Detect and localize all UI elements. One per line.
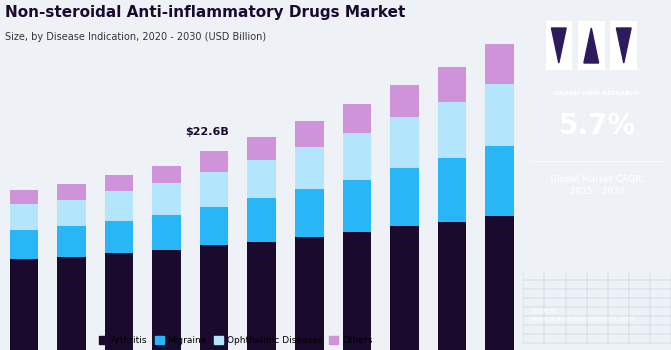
Bar [57, 199, 86, 226]
Bar [248, 198, 276, 242]
Bar [295, 237, 323, 350]
Bar [248, 136, 276, 160]
Bar [9, 230, 38, 259]
Bar [390, 226, 419, 350]
Bar [57, 184, 86, 200]
Bar [105, 253, 134, 350]
Bar [343, 180, 371, 232]
Bar [437, 158, 466, 222]
Bar [152, 215, 180, 250]
Bar [343, 104, 371, 133]
Bar [9, 259, 38, 350]
Bar [200, 245, 228, 350]
Text: Source:
www.grandviewresearch.com: Source: www.grandviewresearch.com [531, 308, 634, 322]
Polygon shape [617, 28, 631, 63]
Bar [295, 189, 323, 237]
Bar [437, 66, 466, 102]
Bar [200, 172, 228, 206]
Bar [485, 84, 514, 146]
Bar [9, 204, 38, 230]
FancyBboxPatch shape [546, 21, 572, 70]
Bar [437, 222, 466, 350]
Bar [152, 166, 180, 183]
Bar [248, 160, 276, 198]
Bar [105, 191, 134, 220]
Bar [105, 220, 134, 253]
Polygon shape [584, 28, 599, 63]
Bar [343, 133, 371, 180]
Bar [200, 206, 228, 245]
Bar [152, 250, 180, 350]
Bar [390, 85, 419, 117]
Bar [57, 257, 86, 350]
Text: $22.6B: $22.6B [186, 127, 229, 137]
Bar [390, 168, 419, 226]
Bar [295, 147, 323, 189]
Text: GRAND VIEW RESEARCH: GRAND VIEW RESEARCH [554, 91, 640, 96]
Bar [57, 226, 86, 257]
Text: Global Market CAGR,
2025 - 2030: Global Market CAGR, 2025 - 2030 [550, 175, 644, 196]
Bar [248, 241, 276, 350]
Bar [485, 44, 514, 84]
Text: Non-steroidal Anti-inflammatory Drugs Market: Non-steroidal Anti-inflammatory Drugs Ma… [5, 5, 405, 20]
Bar [485, 146, 514, 216]
Bar [9, 190, 38, 204]
Bar [485, 216, 514, 350]
Legend: Arthritis, Migraine, Ophthalmic Diseases, Others: Arthritis, Migraine, Ophthalmic Diseases… [95, 332, 376, 349]
Polygon shape [552, 28, 566, 63]
Bar [295, 121, 323, 147]
Bar [152, 183, 180, 215]
Text: Size, by Disease Indication, 2020 - 2030 (USD Billion): Size, by Disease Indication, 2020 - 2030… [5, 32, 266, 42]
Bar [437, 102, 466, 158]
FancyBboxPatch shape [578, 21, 605, 70]
Bar [390, 117, 419, 168]
Bar [105, 175, 134, 191]
Text: 5.7%: 5.7% [558, 112, 636, 140]
Bar [200, 150, 228, 172]
FancyBboxPatch shape [611, 21, 637, 70]
Bar [343, 232, 371, 350]
